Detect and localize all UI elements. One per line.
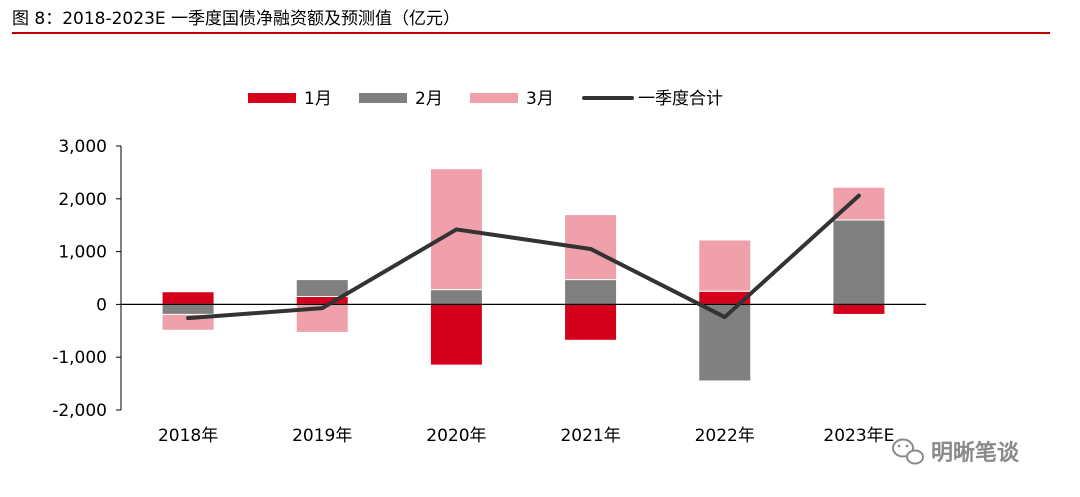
legend-label: 一季度合计	[638, 89, 723, 109]
bars	[161, 168, 886, 382]
watermark: 明晰笔谈	[892, 438, 1020, 466]
bar-segment	[832, 303, 886, 315]
title-rule	[12, 32, 1050, 34]
x-tick-label: 2018年	[158, 426, 218, 446]
bar-segment	[564, 279, 618, 305]
legend-swatch	[359, 93, 407, 103]
legend-label: 3月	[526, 89, 554, 109]
bar-segment	[564, 303, 618, 341]
wechat-icon	[892, 438, 924, 465]
y-axis: -2,000 -1,000 0 1,000 2,000 3,000	[52, 137, 122, 421]
x-tick-label: 2020年	[426, 426, 486, 446]
x-tick-label: 2021年	[560, 426, 620, 446]
bar-segment	[161, 291, 215, 305]
legend-swatch	[470, 93, 518, 103]
bar-segment	[429, 289, 483, 305]
bar-segment	[429, 303, 483, 366]
bar-segment	[832, 219, 886, 305]
x-tick-label: 2022年	[695, 426, 755, 446]
total-line-group	[186, 193, 861, 321]
y-tick-label: -2,000	[52, 401, 107, 421]
bar-segment	[295, 279, 349, 297]
y-tick-label: 2,000	[58, 190, 107, 210]
x-axis-labels: 2018年 2019年 2020年 2021年 2022年 2023年E	[158, 426, 894, 446]
x-tick-label: 2023年E	[823, 426, 894, 446]
bar-segment	[698, 239, 752, 292]
legend-swatch	[248, 93, 296, 103]
figure-title: 图 8：2018-2023E 一季度国债净融资额及预测值（亿元）	[12, 9, 461, 29]
bar-segment	[161, 303, 215, 315]
y-tick-label: -1,000	[52, 348, 107, 368]
legend-label: 1月	[304, 89, 332, 109]
y-tick-label: 0	[96, 295, 107, 315]
y-tick-label: 3,000	[58, 137, 107, 157]
total-line	[186, 193, 861, 321]
bar-segment	[832, 186, 886, 221]
legend: 1月 2月 3月 一季度合计	[248, 89, 723, 109]
x-tick-label: 2019年	[292, 426, 352, 446]
legend-label: 2月	[415, 89, 443, 109]
watermark-text: 明晰笔谈	[931, 440, 1020, 466]
y-tick-label: 1,000	[58, 243, 107, 263]
